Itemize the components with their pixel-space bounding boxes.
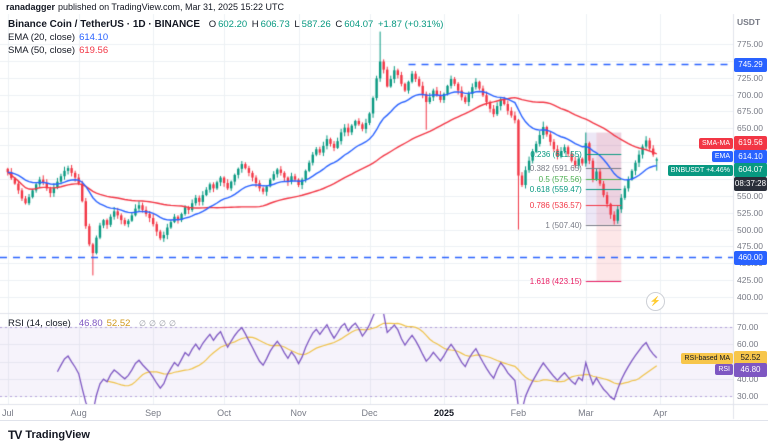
ema-pill-label: EMA xyxy=(711,151,733,162)
fib-level-label-0.236: 0.236 (611.55) xyxy=(530,150,582,160)
rsi-axis-label: 60.00 xyxy=(737,339,759,350)
price-axis-currency: USDT xyxy=(737,17,761,27)
x-axis-label-Aug: Aug xyxy=(70,408,87,418)
x-axis-label-Oct: Oct xyxy=(217,408,232,418)
x-axis-label-2025: 2025 xyxy=(433,408,454,418)
attribution-author: ranadagger xyxy=(6,2,56,12)
ema-label: EMA (20, close) xyxy=(8,32,76,43)
rsi-label: RSI (14, close) xyxy=(8,318,71,329)
footer-bar: TV TradingView xyxy=(0,420,768,448)
rsi-legend-row[interactable]: RSI (14, close) 46.80 52.52 ∅∅∅∅ xyxy=(8,317,179,330)
x-axis-label-Nov: Nov xyxy=(290,408,307,418)
bar-countdown-badge: 08:37:28 xyxy=(734,177,767,191)
ohlc-values: O 602.20 H 606.73 L 587.26 C 604.07 +1.87 (+… xyxy=(209,19,446,30)
ema-price-badge[interactable]: EMA 614.10 xyxy=(711,149,767,164)
rsi-ma-badge[interactable]: RSI-based MA 52.52 xyxy=(681,351,767,366)
ohlc-open-label: O xyxy=(208,19,217,30)
rsi-ma-pill-label: RSI-based MA xyxy=(681,352,733,364)
time-axis[interactable]: Jul Aug Sep Oct Nov Dec 2025 Feb Mar Apr xyxy=(0,406,733,419)
rsi-legend-icon-3[interactable]: ∅ xyxy=(158,319,169,328)
price-axis-label: 675.00 xyxy=(737,106,763,117)
attribution-bar: ranadagger published on TradingView.com, … xyxy=(0,0,768,14)
countdown-value: 08:37:28 xyxy=(734,177,767,191)
price-axis-label: 475.00 xyxy=(737,241,763,252)
upper-level-value: 745.29 xyxy=(734,58,767,73)
lower-level-value: 460.00 xyxy=(734,250,767,265)
tradingview-logo-text[interactable]: TradingView xyxy=(25,428,90,441)
rsi-axis-label: 40.00 xyxy=(737,373,759,384)
rsi-legend-icon-4[interactable]: ∅ xyxy=(168,319,179,328)
sma-price-badge[interactable]: SMA-MA 619.56 xyxy=(699,136,767,150)
attribution-text: published on TradingView.com, Mar 31, 20… xyxy=(58,2,284,12)
price-axis-label: 550.00 xyxy=(737,190,763,201)
x-axis-label-Sep: Sep xyxy=(145,408,162,418)
rsi-badge-value: 46.80 xyxy=(734,362,767,377)
sma-value: 619.56 xyxy=(79,45,109,56)
price-axis-label: 500.00 xyxy=(737,224,763,235)
fib-level-label-0.5: 0.5 (575.56) xyxy=(538,174,582,184)
rsi-ma-badge-value: 52.52 xyxy=(734,351,767,366)
rsi-value: 46.80 xyxy=(78,318,103,329)
fib-level-label-1: 1 (507.40) xyxy=(545,220,582,230)
reaction-lightning-button[interactable]: ⚡ xyxy=(646,292,665,311)
ema-legend-row[interactable]: EMA (20, close) 614.10 xyxy=(8,31,445,44)
ohlc-close-label: C xyxy=(335,19,343,30)
price-axis-label: 425.00 xyxy=(737,275,763,286)
price-axis-label: 700.00 xyxy=(737,89,763,100)
price-axis-label: 775.00 xyxy=(737,39,763,49)
ohlc-close-value: 604.07 xyxy=(344,19,374,30)
price-axis-label: 525.00 xyxy=(737,207,763,218)
sma-badge-value: 619.56 xyxy=(734,136,767,150)
x-axis-label-Jul: Jul xyxy=(2,408,14,418)
rsi-axis-label: 30.00 xyxy=(737,391,759,401)
sma-pill-label: SMA-MA xyxy=(699,137,733,149)
rsi-legend-icon-2[interactable]: ∅ xyxy=(149,319,159,328)
symbol-title[interactable]: Binance Coin / TetherUS · 1D · BINANCE xyxy=(8,19,201,30)
sma-legend-row[interactable]: SMA (50, close) 619.56 xyxy=(8,44,445,57)
price-axis-label: 725.00 xyxy=(737,72,763,83)
price-axis-label: 650.00 xyxy=(737,123,763,134)
lightning-icon: ⚡ xyxy=(649,296,662,306)
ema-badge-value: 614.10 xyxy=(734,149,767,164)
sma-label: SMA (50, close) xyxy=(8,45,76,56)
x-axis-label-Dec: Dec xyxy=(361,408,378,418)
ohlc-low-value: 587.26 xyxy=(301,19,331,30)
rsi-badge[interactable]: RSI 46.80 xyxy=(715,362,767,377)
fib-level-label-0.382: 0.382 (591.65) xyxy=(529,163,582,173)
symbol-legend-row[interactable]: Binance Coin / TetherUS · 1D · BINANCE O… xyxy=(8,18,445,31)
rsi-legend-icons[interactable]: ∅∅∅∅ xyxy=(139,319,179,328)
tradingview-logo-icon[interactable]: TV xyxy=(8,427,22,442)
symbol-pill-label: BNBUSDT +4.46% xyxy=(667,164,733,176)
fib-level-label-0.618: 0.618 (559.47) xyxy=(529,185,582,195)
rsi-axis-label: 70.00 xyxy=(737,322,759,332)
ohlc-change-value: +1.87 (+0.31%) xyxy=(377,19,444,30)
lower-level-price-badge[interactable]: 460.00 xyxy=(734,250,767,265)
ohlc-low-label: L xyxy=(294,19,300,30)
x-axis-label-Feb: Feb xyxy=(510,408,527,418)
symbol-badge-value: 604.07 xyxy=(734,163,767,177)
symbol-price-badge[interactable]: BNBUSDT +4.46% 604.07 xyxy=(667,163,767,177)
ohlc-open-value: 602.20 xyxy=(218,19,248,30)
rsi-ma-value: 52.52 xyxy=(106,318,131,329)
main-legend: Binance Coin / TetherUS · 1D · BINANCE O… xyxy=(8,18,445,57)
rsi-pill-label: RSI xyxy=(715,364,733,375)
upper-level-price-badge[interactable]: 745.29 xyxy=(734,58,767,73)
fib-level-label-1.618: 1.618 (423.15) xyxy=(529,277,582,287)
rsi-legend-icon-1[interactable]: ∅ xyxy=(139,319,149,328)
ohlc-high-value: 606.73 xyxy=(260,19,290,30)
x-axis-label-Apr: Apr xyxy=(653,408,668,418)
fib-level-label-0.786: 0.786 (536.57) xyxy=(529,200,582,210)
price-axis-label: 400.00 xyxy=(737,292,763,302)
ohlc-high-label: H xyxy=(251,19,259,30)
ema-value: 614.10 xyxy=(79,32,109,43)
x-axis-label-Mar: Mar xyxy=(578,408,594,418)
